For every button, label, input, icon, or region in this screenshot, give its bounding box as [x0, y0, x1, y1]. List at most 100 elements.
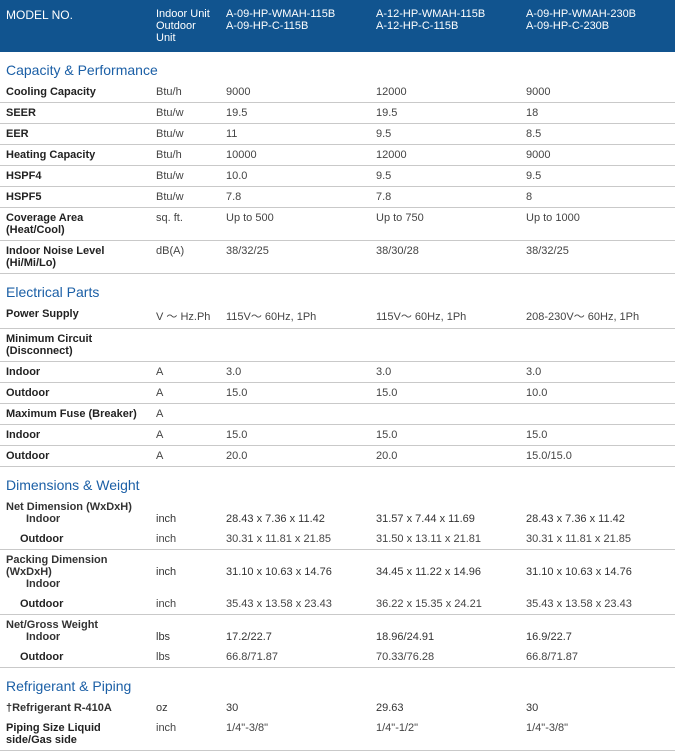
hdr-unit-indoor: Indoor Unit [156, 8, 210, 20]
v0: 15.0 [220, 383, 370, 404]
v1: 18.96/24.91 [370, 615, 520, 648]
unit: lbs [150, 615, 220, 648]
lbl: Power Supply [0, 304, 150, 329]
lbl: HSPF4 [0, 166, 150, 187]
lbl: Indoor [0, 362, 150, 383]
v0-in: 31.10 x 10.63 x 14.76 [226, 566, 332, 578]
lbl: Indoor [0, 425, 150, 446]
lbl: Outdoor [0, 529, 150, 550]
sub-in: Indoor [6, 513, 144, 525]
unit: inch [150, 718, 220, 751]
lbl: Outdoor [0, 446, 150, 467]
unit [150, 329, 220, 362]
v1: Up to 750 [370, 208, 520, 241]
v1: 1/4"-1/2" [370, 718, 520, 751]
v0: 1/4"-3/8" [220, 718, 370, 751]
v1-in: 18.96/24.91 [376, 631, 434, 643]
lbl: Minimum Circuit (Disconnect) [0, 329, 150, 362]
section-dimensions-title: Dimensions & Weight [0, 467, 675, 498]
v1: 9.5 [370, 124, 520, 145]
v0: 30.31 x 11.81 x 21.85 [220, 529, 370, 550]
v0: Up to 500 [220, 208, 370, 241]
section-refrigerant-title: Refrigerant & Piping [0, 668, 675, 699]
v0-in: 28.43 x 7.36 x 11.42 [226, 513, 325, 525]
row-maxfuse: Maximum Fuse (Breaker)A [0, 404, 675, 425]
lbl: Coverage Area (Heat/Cool) [0, 208, 150, 241]
row-cooling: Cooling CapacityBtu/h9000120009000 [0, 82, 675, 103]
row-hspf4: HSPF4Btu/w10.09.59.5 [0, 166, 675, 187]
hdr-col-2-l1: A-09-HP-WMAH-230B [526, 8, 636, 20]
v1: 70.33/76.28 [370, 647, 520, 668]
v2: 30.31 x 11.81 x 21.85 [520, 529, 675, 550]
unit: sq. ft. [150, 208, 220, 241]
row-piping: Piping Size Liquid side/Gas sideinch1/4"… [0, 718, 675, 751]
row-mf-outdoor: OutdoorA20.020.015.0/15.0 [0, 446, 675, 467]
lbl: Net/Gross WeightIndoor [0, 615, 150, 648]
v0: 66.8/71.87 [220, 647, 370, 668]
v1: 12000 [370, 82, 520, 103]
unit: Btu/w [150, 124, 220, 145]
u-in: inch [156, 513, 176, 525]
unit: oz [150, 698, 220, 718]
v2: 15.0 [520, 425, 675, 446]
unit: Btu/h [150, 82, 220, 103]
row-mc-indoor: IndoorA3.03.03.0 [0, 362, 675, 383]
spec-table: MODEL NO. Indoor Unit Outdoor Unit A-09-… [0, 0, 675, 751]
v2: 8.5 [520, 124, 675, 145]
v2-in: 31.10 x 10.63 x 14.76 [526, 566, 632, 578]
lbl: Packing Dimension (WxDxH)Indoor [0, 550, 150, 595]
v1: 36.22 x 15.35 x 24.21 [370, 594, 520, 615]
v1: 34.45 x 11.22 x 14.96 [370, 550, 520, 595]
unit: Btu/w [150, 187, 220, 208]
lbl: Maximum Fuse (Breaker) [0, 404, 150, 425]
row-mc-outdoor: OutdoorA15.015.010.0 [0, 383, 675, 404]
v1 [370, 404, 520, 425]
v1: 3.0 [370, 362, 520, 383]
row-mf-indoor: IndoorA15.015.015.0 [0, 425, 675, 446]
v0: 115V～ 60Hz, 1Ph [220, 304, 370, 329]
row-noise: Indoor Noise Level (Hi/Mi/Lo)dB(A)38/32/… [0, 241, 675, 274]
v1: 9.5 [370, 166, 520, 187]
hdr-col-2-l2: A-09-HP-C-230B [526, 20, 609, 32]
hdr-col-0-l1: A-09-HP-WMAH-115B [226, 8, 335, 20]
lbl: SEER [0, 103, 150, 124]
v0: 28.43 x 7.36 x 11.42 [220, 497, 370, 529]
v0: 11 [220, 124, 370, 145]
unit: V ～ Hz.Ph [150, 304, 220, 329]
hdr-unit: Indoor Unit Outdoor Unit [150, 0, 220, 52]
unit: Btu/w [150, 166, 220, 187]
v2: Up to 1000 [520, 208, 675, 241]
hdr-col-1-l2: A-12-HP-C-115B [376, 20, 458, 32]
v1: 20.0 [370, 446, 520, 467]
row-eer: EERBtu/w119.58.5 [0, 124, 675, 145]
lbl: Net Dimension (WxDxH)Indoor [0, 497, 150, 529]
lbl: Cooling Capacity [0, 82, 150, 103]
lbl: EER [0, 124, 150, 145]
row-packdim-out: Outdoorinch35.43 x 13.58 x 23.4336.22 x … [0, 594, 675, 615]
lbl-txt: Net Dimension (WxDxH) [6, 501, 132, 513]
unit: lbs [150, 647, 220, 668]
section-electrical: Electrical Parts [0, 274, 675, 305]
v0: 38/32/25 [220, 241, 370, 274]
row-r410a: †Refrigerant R-410Aoz3029.6330 [0, 698, 675, 718]
hdr-unit-outdoor: Outdoor Unit [156, 20, 196, 44]
sub-in: Indoor [6, 631, 144, 643]
sub-in: Indoor [6, 578, 144, 590]
row-coverage: Coverage Area (Heat/Cool)sq. ft.Up to 50… [0, 208, 675, 241]
unit: A [150, 383, 220, 404]
unit: inch [150, 529, 220, 550]
v0-in: 17.2/22.7 [226, 631, 272, 643]
hdr-col-0: A-09-HP-WMAH-115B A-09-HP-C-115B [220, 0, 370, 52]
row-mincirc: Minimum Circuit (Disconnect) [0, 329, 675, 362]
unit: A [150, 446, 220, 467]
v2 [520, 404, 675, 425]
v1: 12000 [370, 145, 520, 166]
section-capacity-title: Capacity & Performance [0, 52, 675, 82]
v0: 35.43 x 13.58 x 23.43 [220, 594, 370, 615]
v0: 3.0 [220, 362, 370, 383]
lbl: HSPF5 [0, 187, 150, 208]
v2: 16.9/22.7 [520, 615, 675, 648]
v2: 9000 [520, 145, 675, 166]
unit: inch [150, 497, 220, 529]
row-packdim: Packing Dimension (WxDxH)Indoor inch 31.… [0, 550, 675, 595]
